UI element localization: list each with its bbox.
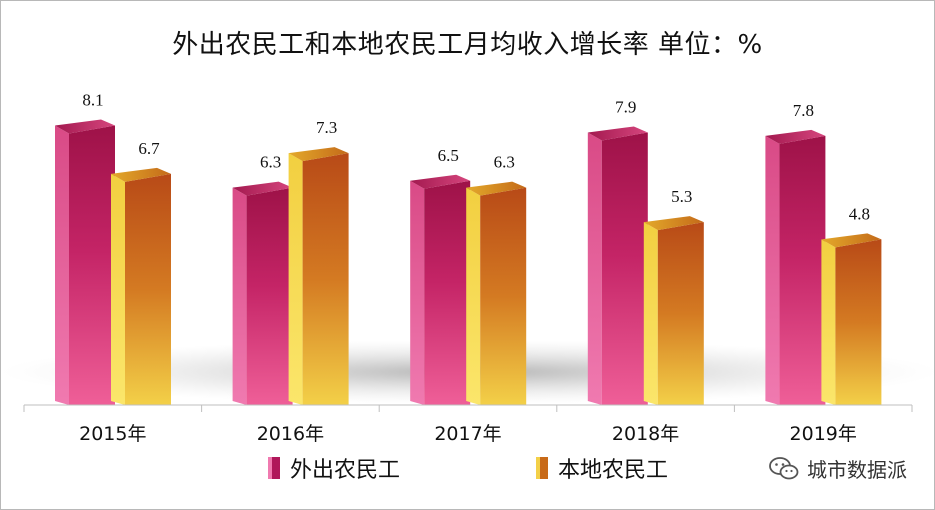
bar-top-face xyxy=(643,216,704,231)
x-tick-label-2: 2016年 xyxy=(257,423,324,445)
bar-top-face xyxy=(55,119,115,134)
bar-side-face xyxy=(643,222,658,405)
bar-top-face xyxy=(466,181,527,196)
bar-front-face xyxy=(424,180,471,405)
bar-side-face xyxy=(232,187,247,405)
bar-migrant-1 xyxy=(55,119,115,406)
bar-front-face xyxy=(302,153,349,405)
bar-local-3 xyxy=(466,181,527,405)
bar-front-face xyxy=(601,132,648,405)
data-label-migrant-3: 6.5 xyxy=(438,146,459,165)
data-label-migrant-5: 7.8 xyxy=(793,101,814,120)
bar-front-face xyxy=(779,135,826,405)
legend-label-local: 本地农民工 xyxy=(558,458,669,483)
bar-front-face xyxy=(69,125,115,406)
data-label-local-4: 5.3 xyxy=(671,187,692,206)
data-label-migrant-2: 6.3 xyxy=(260,153,281,172)
bar-side-face xyxy=(410,180,425,405)
bar-migrant-4 xyxy=(587,126,648,405)
bar-migrant-5 xyxy=(765,129,826,405)
bar-migrant-3 xyxy=(410,174,471,405)
bar-local-1 xyxy=(111,167,171,405)
legend-item-local: 本地农民工 xyxy=(536,450,668,486)
bar-top-face xyxy=(765,129,826,144)
bar-front-face xyxy=(246,187,293,405)
x-tick-label-5: 2019年 xyxy=(790,423,857,445)
x-tick-label-3: 2017年 xyxy=(434,423,501,445)
bar-local-2 xyxy=(288,147,349,405)
bar-front-face xyxy=(835,239,882,405)
data-label-migrant-4: 7.9 xyxy=(615,97,636,116)
watermark: 城市数据派 xyxy=(769,454,907,483)
chart-title: 外出农民工和本地农民工月均收入增长率 单位：% xyxy=(172,30,763,60)
watermark-text: 城市数据派 xyxy=(807,458,907,482)
data-label-local-5: 4.8 xyxy=(849,204,870,223)
bar-front-face xyxy=(480,187,527,405)
bar-front-face xyxy=(657,222,704,405)
bar-side-face xyxy=(111,173,125,405)
bar-top-face xyxy=(410,174,471,189)
bar-top-face xyxy=(288,147,349,162)
wechat-icon xyxy=(769,456,799,479)
data-label-local-1: 6.7 xyxy=(138,139,160,158)
bar-side-face xyxy=(288,153,303,405)
bar-top-face xyxy=(587,126,648,141)
data-label-migrant-1: 8.1 xyxy=(82,91,103,110)
legend-label-migrant: 外出农民工 xyxy=(290,458,401,483)
bar-local-5 xyxy=(821,233,882,405)
data-label-local-3: 6.3 xyxy=(494,153,515,172)
bar-side-face xyxy=(466,187,481,405)
x-tick-label-1: 2015年 xyxy=(79,423,146,445)
bar-migrant-2 xyxy=(232,181,293,405)
bar-top-face xyxy=(111,167,171,182)
legend-swatch-migrant xyxy=(268,457,280,479)
bar-side-face xyxy=(587,132,602,405)
legend-item-migrant: 外出农民工 xyxy=(268,450,400,486)
data-label-local-2: 7.3 xyxy=(316,118,337,137)
bar-side-face xyxy=(821,239,836,405)
legend-swatch-local xyxy=(536,457,548,479)
bar-top-face xyxy=(232,181,293,196)
bar-local-4 xyxy=(643,216,704,405)
bar-front-face xyxy=(125,173,171,405)
bar-side-face xyxy=(55,125,69,406)
bar-side-face xyxy=(765,135,780,405)
x-tick-label-4: 2018年 xyxy=(612,423,679,445)
bar-top-face xyxy=(821,233,882,248)
